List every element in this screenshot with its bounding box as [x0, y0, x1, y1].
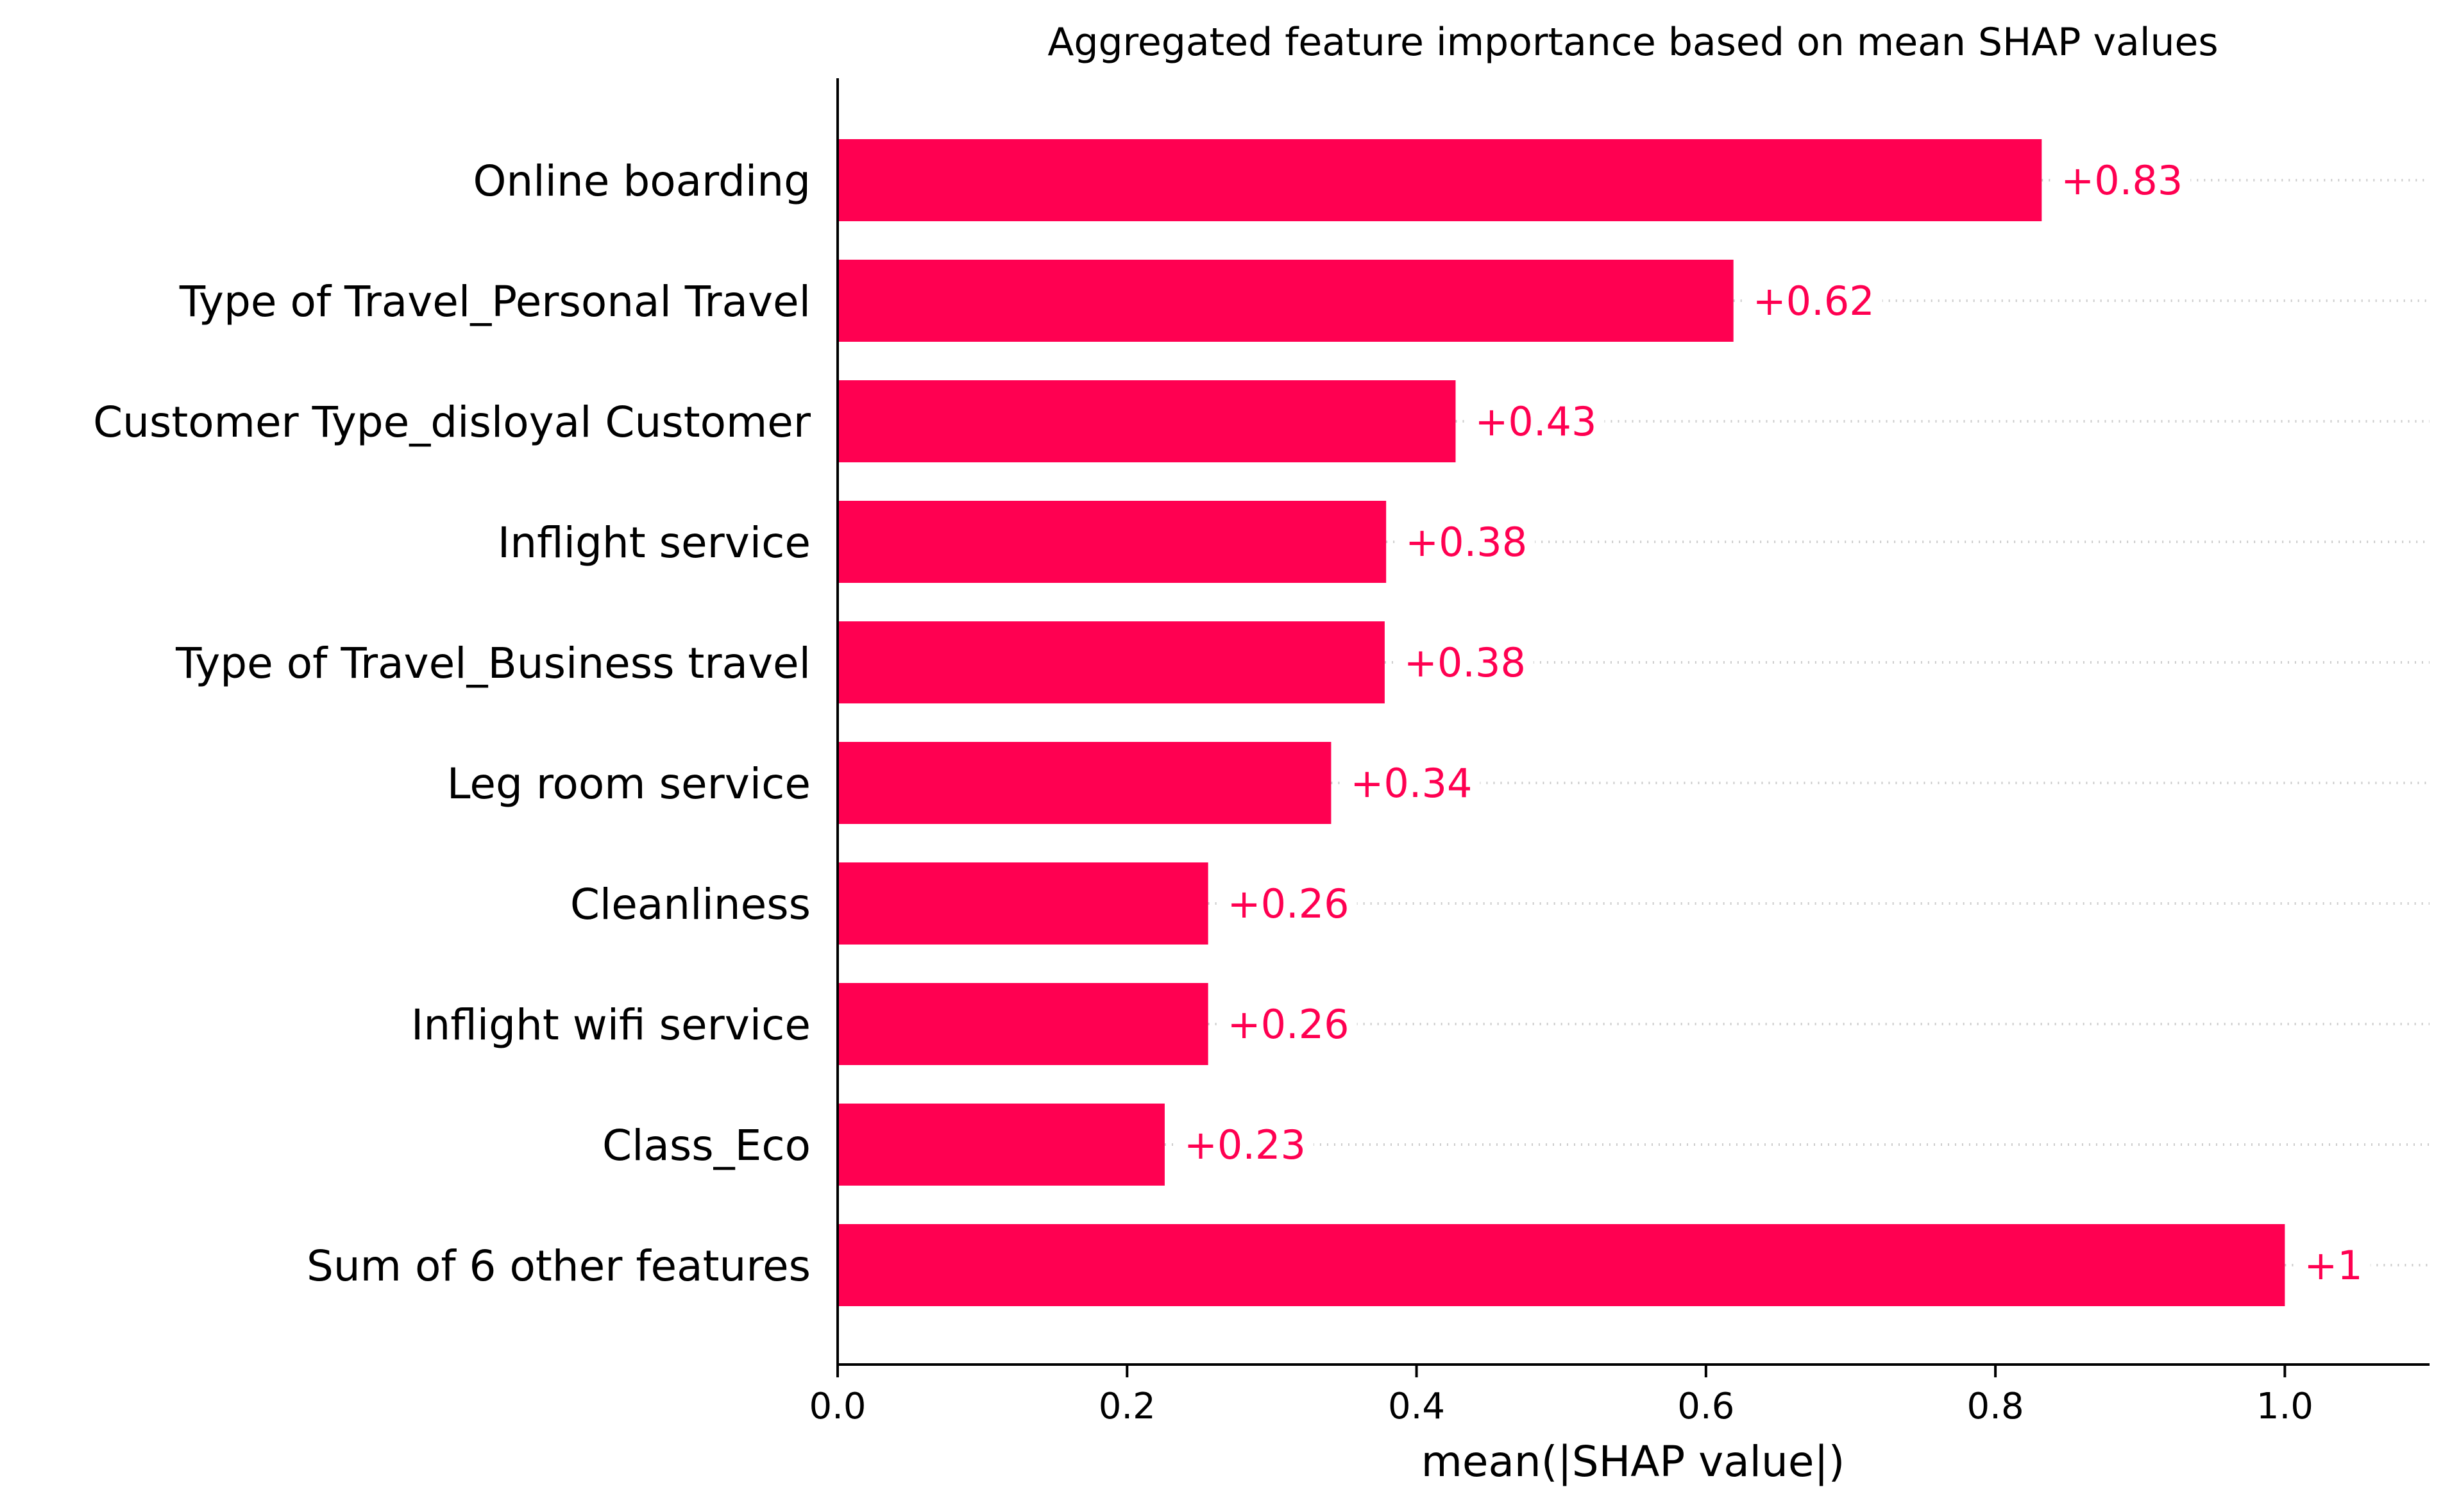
- value-label-backdrop: [1219, 1001, 1357, 1047]
- bar: [838, 983, 1208, 1065]
- bar-value-label: +0.38: [1405, 519, 1527, 566]
- y-tick-label: Online boarding: [473, 156, 811, 206]
- x-tick-label: 0.0: [809, 1386, 866, 1427]
- bar: [838, 139, 2042, 221]
- x-tick-label: 0.4: [1388, 1386, 1445, 1427]
- y-tick-label: Inflight wifi service: [411, 1000, 811, 1050]
- bar-value-label: +0.34: [1350, 760, 1472, 807]
- y-tick-label: Type of Travel_Business travel: [175, 639, 811, 688]
- value-label-backdrop: [1396, 639, 1534, 685]
- bar-value-label: +0.26: [1228, 880, 1349, 927]
- value-label-backdrop: [1467, 398, 1605, 444]
- bar-value-label: +0.43: [1475, 398, 1596, 445]
- bar: [838, 621, 1385, 703]
- y-tick-label: Type of Travel_Personal Travel: [179, 277, 811, 326]
- bar-value-label: +0.23: [1184, 1121, 1306, 1168]
- bar: [838, 260, 1734, 342]
- bar-value-label: +0.83: [2061, 157, 2183, 204]
- value-label-backdrop: [1342, 760, 1480, 806]
- x-tick-label: 0.2: [1099, 1386, 1156, 1427]
- y-tick-label: Cleanliness: [570, 880, 811, 929]
- y-tick-label: Sum of 6 other features: [307, 1241, 811, 1291]
- value-label-backdrop: [1176, 1121, 1314, 1168]
- value-label-backdrop: [2296, 1242, 2371, 1288]
- x-ticks-layer: 0.0 0.2 0.4 0.6 0.8 1.0: [809, 1365, 2313, 1427]
- y-tick-label: Inflight service: [498, 518, 811, 567]
- bar: [838, 380, 1456, 462]
- x-tick-label: 0.8: [1967, 1386, 2024, 1427]
- bar-value-label: +0.26: [1228, 1001, 1349, 1048]
- y-tick-label: Class_Eco: [602, 1121, 811, 1170]
- x-tick-label: 0.6: [1677, 1386, 1734, 1427]
- value-label-backdrop: [2053, 157, 2191, 203]
- bars-layer: Online boarding +0.83 Type of Travel_Perso…: [93, 139, 2430, 1306]
- value-label-backdrop: [1398, 519, 1535, 565]
- bar: [838, 862, 1208, 945]
- y-tick-label: Leg room service: [447, 759, 811, 809]
- value-label-backdrop: [1745, 278, 1882, 324]
- bar-value-label: +0.38: [1404, 639, 1526, 686]
- bar: [838, 1224, 2285, 1306]
- x-tick-label: 1.0: [2256, 1386, 2313, 1427]
- y-tick-label: Customer Type_disloyal Customer: [93, 398, 811, 447]
- bar: [838, 501, 1387, 583]
- x-axis-label: mean(|SHAP value|): [1421, 1437, 1845, 1486]
- bar-value-label: +1: [2304, 1242, 2362, 1289]
- bar: [838, 1104, 1165, 1186]
- chart-title: Aggregated feature importance based on m…: [1047, 20, 2218, 65]
- bar: [838, 742, 1332, 824]
- value-label-backdrop: [1219, 880, 1357, 927]
- bar-value-label: +0.62: [1753, 278, 1875, 324]
